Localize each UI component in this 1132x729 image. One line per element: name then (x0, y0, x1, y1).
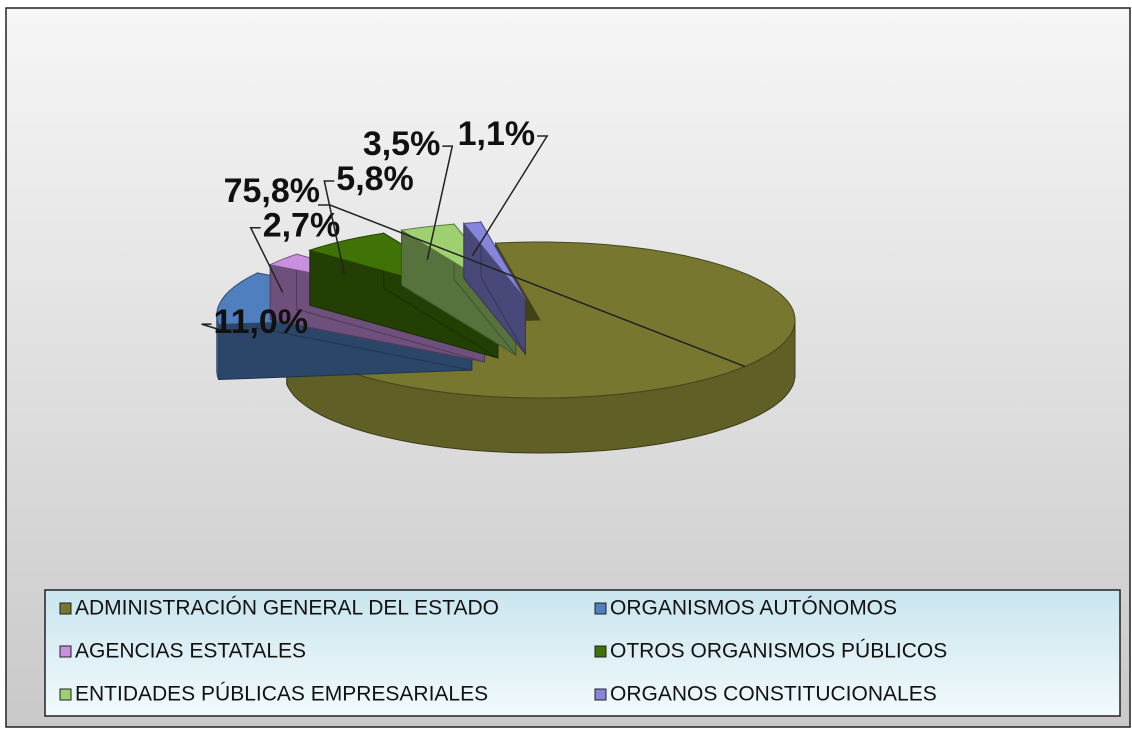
pie: 75,8% 11,0% 2,7% 5,8%3,5% 1,1% (201, 115, 796, 454)
legend-label: OTROS ORGANISMOS PÚBLICOS (610, 640, 947, 663)
legend-swatch (594, 688, 607, 701)
data-label: 75,8% (224, 172, 320, 210)
legend-box (44, 589, 1121, 717)
leader-line (471, 135, 549, 257)
legend-swatch (59, 645, 72, 658)
legend-label: ORGANOS CONSTITUCIONALES (610, 683, 937, 706)
legend-label: ENTIDADES PÚBLICAS EMPRESARIALES (75, 683, 488, 706)
leader-line (323, 180, 345, 274)
leader-line (249, 226, 284, 293)
legend-swatch (594, 645, 607, 658)
legend-swatch (59, 688, 72, 701)
leader-line (201, 323, 224, 332)
legend-label: ADMINISTRACIÓN GENERAL DEL ESTADO (75, 597, 499, 620)
data-label: 5,8% (336, 160, 414, 198)
leader-line (426, 145, 454, 260)
legend-swatch (594, 602, 607, 615)
legend-label: ORGANISMOS AUTÓNOMOS (610, 597, 897, 620)
data-label: 2,7% (263, 207, 341, 245)
data-label: 11,0% (214, 303, 309, 341)
data-label: 3,5% (363, 125, 441, 163)
legend-label: AGENCIAS ESTATALES (75, 640, 306, 663)
legend: ADMINISTRACIÓN GENERAL DEL ESTADO ORGANIS… (59, 597, 947, 706)
slice (462, 221, 526, 300)
data-label: 1,1% (458, 115, 536, 153)
legend-swatch (59, 602, 72, 615)
